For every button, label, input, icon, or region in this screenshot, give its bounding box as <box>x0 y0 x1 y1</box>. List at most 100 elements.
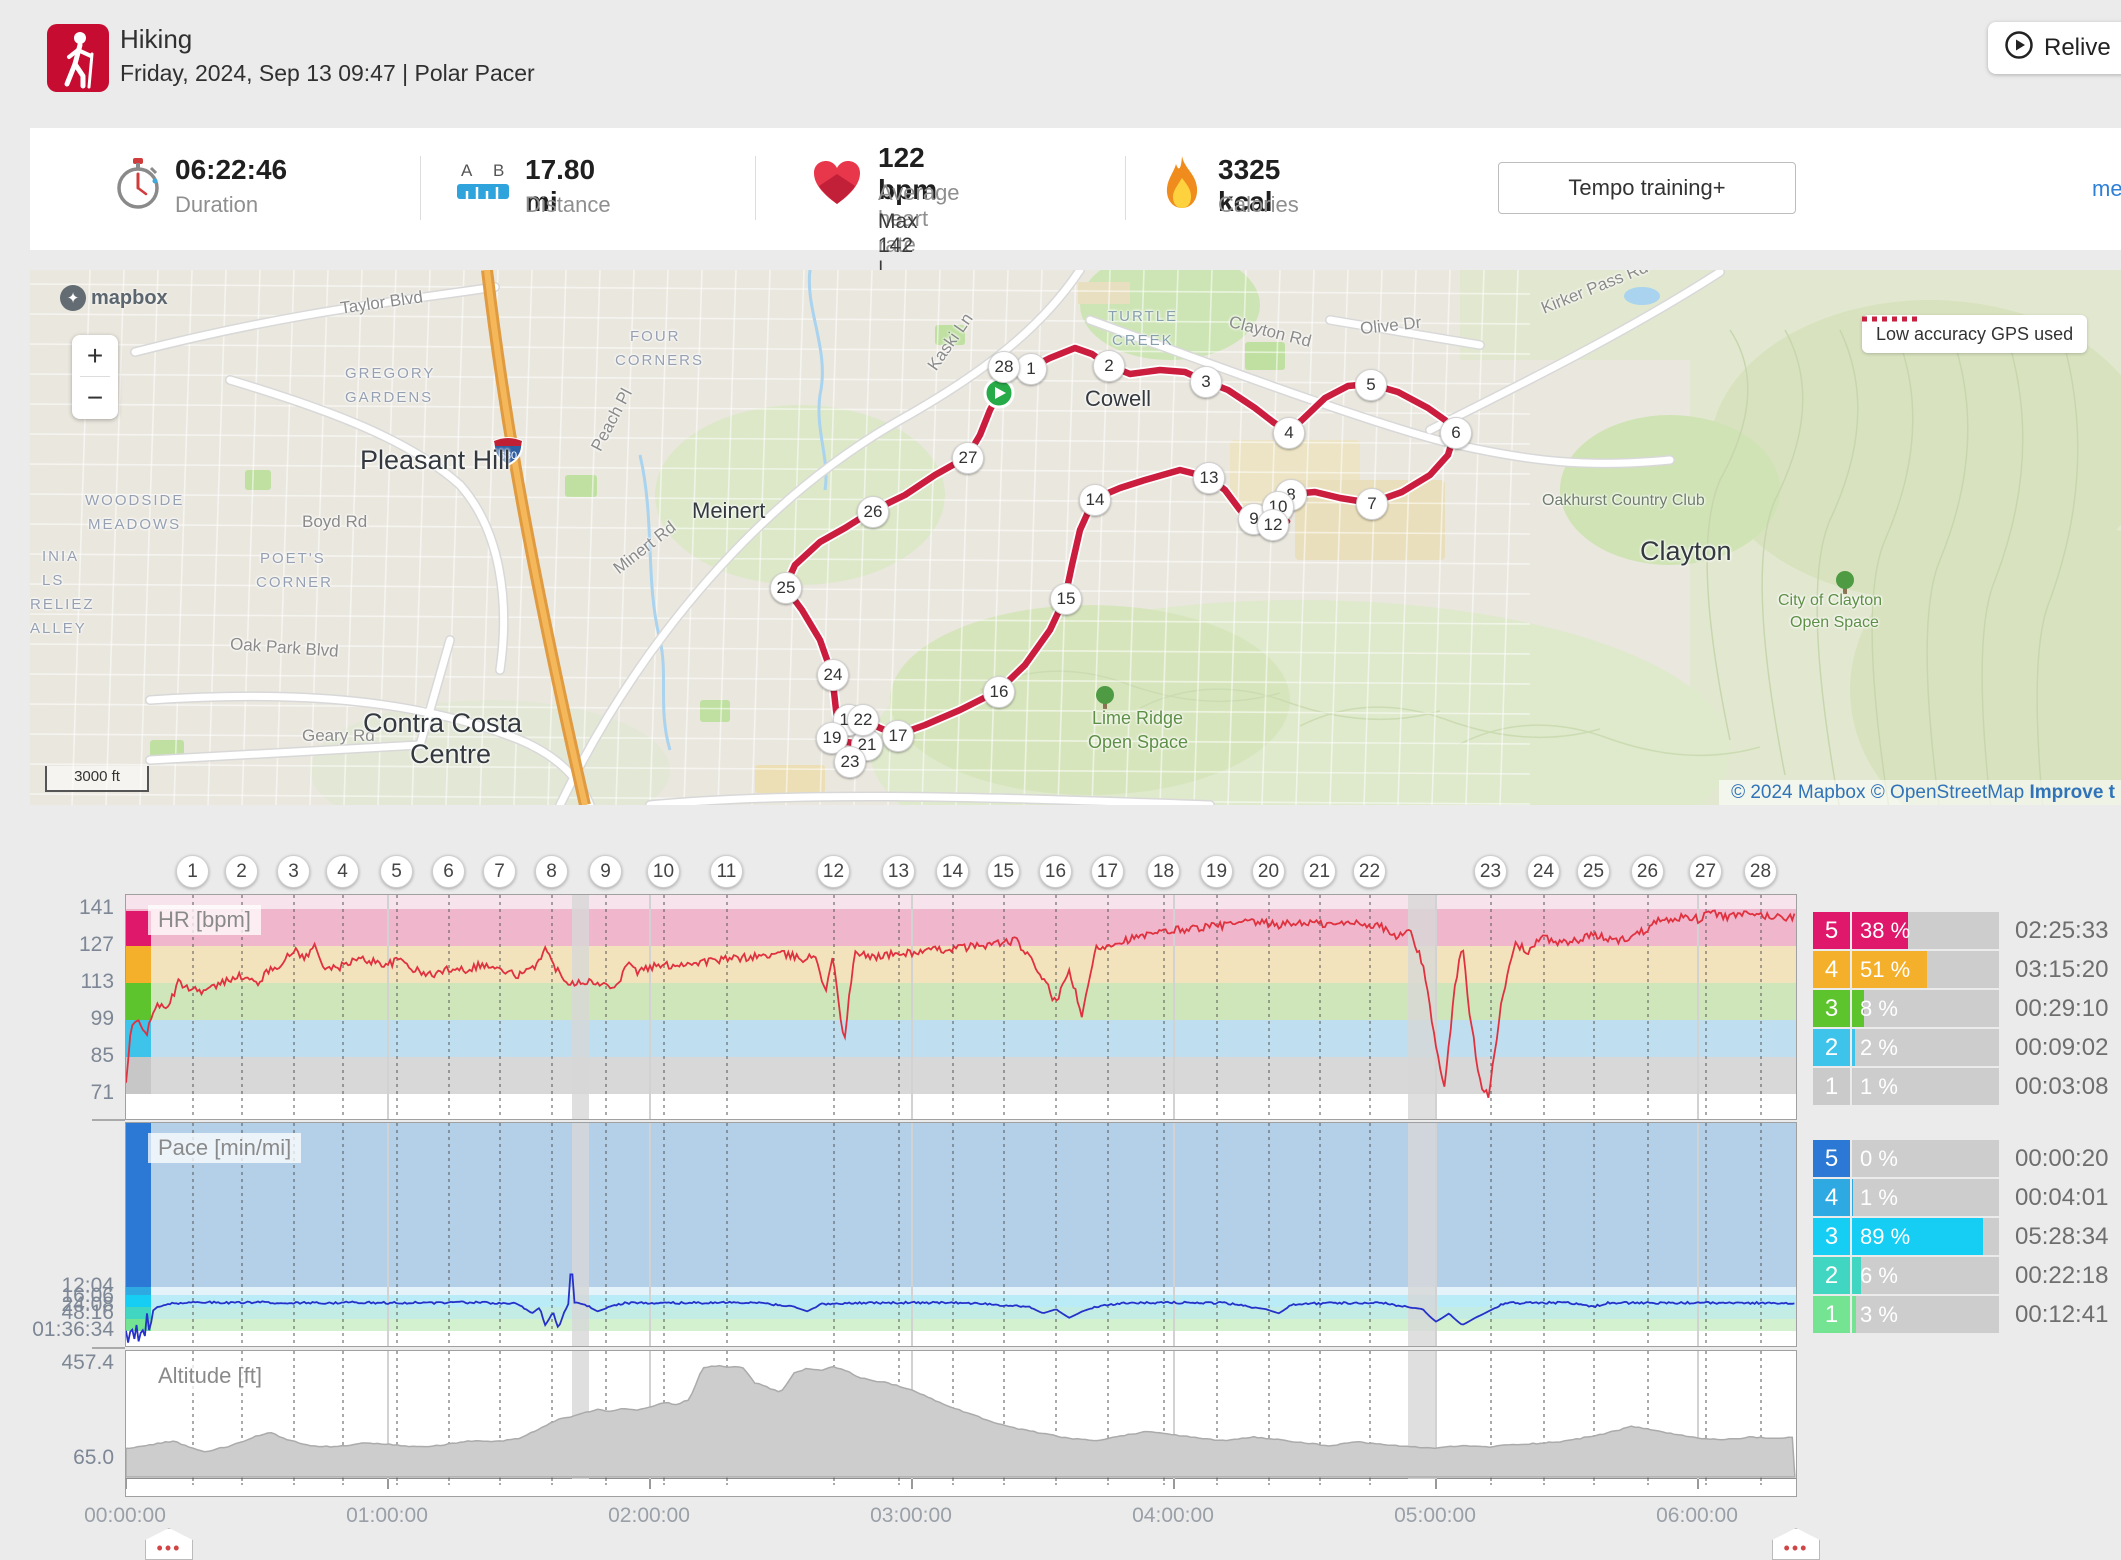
km-marker-24: 24 <box>1527 855 1560 888</box>
svg-text:B: B <box>493 161 504 180</box>
duration-label: Duration <box>175 192 259 217</box>
km-marker-2: 2 <box>225 855 258 888</box>
relive-label: Relive <box>2044 34 2111 61</box>
route-waypoint-12: 12 <box>1257 509 1289 541</box>
km-marker-4: 4 <box>326 855 359 888</box>
zone-bar-track: 6 % <box>1852 1257 1999 1294</box>
km-marker-15: 15 <box>987 855 1020 888</box>
route-waypoint-19: 19 <box>816 722 848 754</box>
more-link[interactable]: me <box>2092 176 2121 201</box>
pace-zone-row-zone-1: 1 3 % 00:12:41 <box>1813 1296 2108 1333</box>
play-circle-icon <box>2004 30 2034 67</box>
km-marker-11: 11 <box>710 855 743 888</box>
zone-band <box>126 983 1796 1020</box>
relive-button[interactable]: Relive <box>1988 22 2121 74</box>
range-slider-left-handle[interactable]: ••• <box>145 1528 193 1560</box>
y-tick-label: 141 <box>78 895 114 919</box>
route-waypoint-16: 16 <box>983 676 1015 708</box>
route-waypoint-15: 15 <box>1050 583 1082 615</box>
zone-bar-fill <box>1852 1068 1854 1105</box>
km-marker-6: 6 <box>432 855 465 888</box>
km-marker-3: 3 <box>277 855 310 888</box>
km-marker-20: 20 <box>1252 855 1285 888</box>
map-label: WOODSIDE <box>85 492 185 509</box>
gps-legend-label: Low accuracy GPS used <box>1876 323 2074 344</box>
divider <box>420 156 421 220</box>
hr-chart[interactable]: HR [bpm] <box>125 894 1797 1120</box>
km-marker-14: 14 <box>936 855 969 888</box>
map-zoom-control: + − <box>72 335 118 419</box>
zone-bar-track: 0 % <box>1852 1140 1999 1177</box>
zone-band <box>126 946 1796 983</box>
altitude-area <box>126 1364 1796 1478</box>
km-marker-16: 16 <box>1039 855 1072 888</box>
route-waypoint-7: 7 <box>1356 488 1388 520</box>
attrib-osm-link[interactable]: © OpenStreetMap <box>1870 782 2025 803</box>
map-terrain: 680 <box>30 270 2121 805</box>
zone-percent: 0 % <box>1860 1146 1898 1171</box>
zone-bar-fill <box>1852 990 1864 1027</box>
sport-hiking-icon <box>47 24 109 92</box>
map-label: Open Space <box>1790 614 1879 631</box>
x-tick-label: 01:00:00 <box>346 1504 428 1527</box>
zone-time: 03:15:20 <box>2015 955 2109 983</box>
map-label: Geary Rd <box>302 726 375 745</box>
zone-number: 1 <box>1813 1296 1850 1333</box>
distance-value: 17.80 mi <box>525 154 596 217</box>
svg-text:680: 680 <box>499 450 517 462</box>
distance-label: Distance <box>525 192 611 217</box>
zone-time: 00:09:02 <box>2015 1033 2109 1061</box>
map-label: MEADOWS <box>88 516 182 533</box>
map-label: INIA <box>42 548 80 565</box>
zone-bar-track: 89 % <box>1852 1218 1999 1255</box>
flame-icon <box>1162 156 1202 215</box>
zone-time: 00:22:18 <box>2015 1261 2109 1289</box>
attrib-improve-link[interactable]: Improve t <box>2029 782 2115 803</box>
zone-number: 1 <box>1813 1068 1850 1105</box>
zone-indicator-bar <box>126 1295 151 1307</box>
range-slider-right-handle[interactable]: ••• <box>1772 1528 1820 1560</box>
route-waypoint-25: 25 <box>770 572 802 604</box>
x-tick-label: 02:00:00 <box>608 1504 690 1527</box>
plot-separator <box>92 1347 125 1349</box>
zone-number: 4 <box>1813 1179 1850 1216</box>
zone-number: 5 <box>1813 1140 1850 1177</box>
map-label: City of Clayton <box>1778 592 1883 609</box>
distance-ab-icon: A B <box>455 158 511 213</box>
map-label: Lime Ridge <box>1092 708 1184 728</box>
pace-line <box>126 1273 1795 1343</box>
mapbox-logo[interactable]: ✦ mapbox <box>60 285 168 311</box>
y-tick-label: 16:06 <box>61 1284 114 1307</box>
km-marker-25: 25 <box>1577 855 1610 888</box>
zone-indicator-bar <box>126 911 151 946</box>
hr-zone-row-zone-4: 4 51 % 03:15:20 <box>1813 951 2108 988</box>
km-marker-8: 8 <box>535 855 568 888</box>
km-marker-21: 21 <box>1303 855 1336 888</box>
altitude-chart[interactable]: Altitude [ft] <box>125 1350 1797 1480</box>
route-waypoint-4: 4 <box>1273 417 1305 449</box>
zone-number: 5 <box>1813 912 1850 949</box>
zone-bar-track: 8 % <box>1852 990 1999 1027</box>
zone-band <box>126 1287 1796 1295</box>
zone-band <box>126 1020 1796 1057</box>
training-benefit-button[interactable]: Tempo training+ <box>1498 162 1796 214</box>
route-map[interactable]: 680 Taylor Blvd FOUR CORNERS GREGORY GARDENS… <box>30 270 2121 805</box>
x-tick-label: 06:00:00 <box>1656 1504 1738 1527</box>
zone-bar-fill <box>1852 912 1908 949</box>
pace-chart[interactable]: Pace [min/mi] <box>125 1122 1797 1347</box>
zoom-out-button[interactable]: − <box>86 382 104 413</box>
y-tick-label: 127 <box>78 933 114 956</box>
map-label: LS <box>42 572 65 589</box>
km-marker-7: 7 <box>483 855 516 888</box>
km-marker-23: 23 <box>1474 855 1507 888</box>
zone-indicator-bar <box>126 946 151 983</box>
attrib-mapbox-link[interactable]: © 2024 Mapbox <box>1731 782 1866 803</box>
map-label: TURTLE <box>1108 308 1179 325</box>
zone-number: 2 <box>1813 1257 1850 1294</box>
hr-zone-row-zone-1: 1 1 % 00:03:08 <box>1813 1068 2108 1105</box>
zone-percent: 1 % <box>1860 1074 1898 1099</box>
zoom-in-button[interactable]: + <box>86 340 104 371</box>
zone-bar-track: 1 % <box>1852 1179 1999 1216</box>
route-waypoint-27: 27 <box>952 442 984 474</box>
km-marker-22: 22 <box>1353 855 1386 888</box>
